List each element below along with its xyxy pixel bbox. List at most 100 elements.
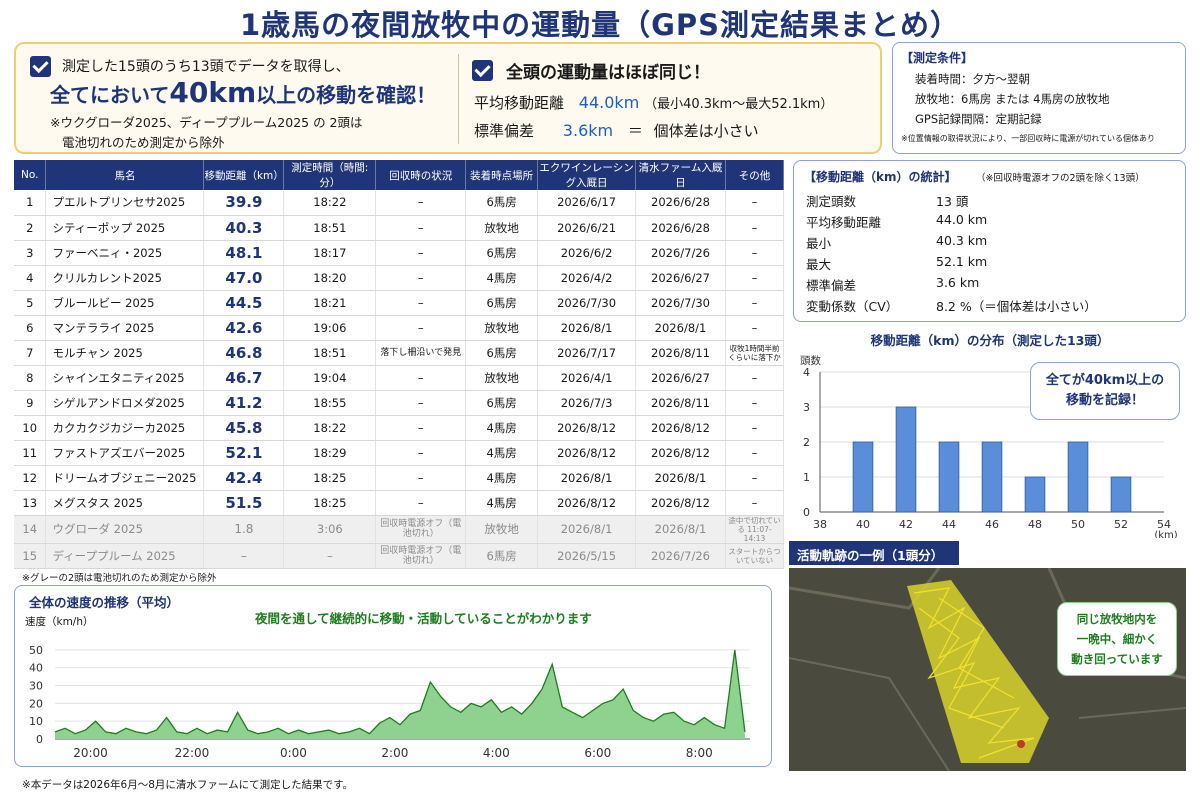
table-cell: 2026/7/3 bbox=[537, 390, 637, 416]
sd-note: 個体差は小さい bbox=[653, 122, 759, 140]
summary-line2: 全てにおいて40km以上の移動を確認！ bbox=[50, 76, 436, 109]
column-header: 移動距離（km） bbox=[203, 160, 285, 190]
summary-line1: 測定した15頭のうち13頭でデータを取得し、 bbox=[62, 59, 350, 75]
table-row: 4 クリルカレント2025 47.0 18:20–4馬房 2026/4/2 2026/6/… bbox=[14, 265, 785, 291]
table-cell: – bbox=[375, 415, 467, 441]
table-cell: 46.8 bbox=[203, 340, 285, 366]
table-cell: 途中で切れている 11:07-14:13 bbox=[725, 515, 785, 544]
histogram-bar bbox=[981, 441, 1003, 513]
table-cell: 5 bbox=[14, 290, 47, 316]
table-cell: 2026/8/12 bbox=[635, 415, 726, 441]
stats-label: 最大 bbox=[806, 257, 832, 272]
table-cell: 52.1 bbox=[203, 440, 285, 466]
x-tick-label: 22:00 bbox=[175, 746, 210, 760]
conditions-note: ※位置情報の取得状況により、一部回収時に電源が切れている個体あり bbox=[901, 134, 1155, 143]
column-header: 馬名 bbox=[45, 160, 205, 190]
table-cell: 2026/5/15 bbox=[537, 543, 637, 569]
table-cell: 2026/4/1 bbox=[537, 365, 637, 391]
table-cell: 2026/8/12 bbox=[635, 440, 726, 466]
x-tick-label: 0:00 bbox=[280, 746, 307, 760]
table-cell: – bbox=[375, 315, 467, 341]
table-row: 8 シャインエタニティ2025 46.7 19:04– 放牧地 2026/4/1 2026/… bbox=[14, 365, 785, 391]
table-row: 13 メグスタス 2025 51.5 18:25–4馬房 2026/8/12 2026/8… bbox=[14, 490, 785, 516]
table-cell: – bbox=[283, 543, 377, 569]
page-title: 1歳馬の夜間放牧中の運動量（GPS測定結果まとめ） bbox=[239, 8, 961, 42]
stats-value: 44.0 km bbox=[936, 212, 988, 227]
table-cell: 8 bbox=[14, 365, 47, 391]
footer-note: ※本データは2026年6月～8月に清水ファームにて測定した結果です。 bbox=[22, 779, 354, 791]
x-tick-label: 6:00 bbox=[584, 746, 611, 760]
summary-note2: 電池切れのため測定から除外 bbox=[62, 135, 225, 150]
y-tick-label: 3 bbox=[803, 401, 810, 414]
table-cell: 48.1 bbox=[203, 240, 285, 266]
summary-note1: ※ウクグローダ2025、ディーププルーム2025 の 2頭は bbox=[50, 115, 363, 130]
table-cell: ディーププルーム 2025 bbox=[45, 543, 205, 569]
table-cell: 4馬房 bbox=[465, 440, 539, 466]
table-row: 6 マンテラライ 2025 42.6 19:06– 放牧地 2026/8/1 2026/8/… bbox=[14, 315, 785, 341]
y-tick-label: 40 bbox=[29, 662, 43, 675]
table-cell: 18:22 bbox=[283, 415, 377, 441]
table-cell: 42.6 bbox=[203, 315, 285, 341]
stats-subtitle: （※回収時電源オフの2頭を除く13頭） bbox=[976, 173, 1145, 184]
x-tick-label: 40 bbox=[856, 518, 870, 531]
table-cell: 2026/8/1 bbox=[537, 465, 637, 491]
table-cell: シティーポップ 2025 bbox=[45, 215, 205, 241]
table-cell: 2026/8/12 bbox=[537, 490, 637, 516]
y-tick-label: 2 bbox=[803, 436, 810, 449]
x-tick-label: 52 bbox=[1114, 518, 1128, 531]
table-cell: – bbox=[725, 290, 785, 316]
table-cell: 18:25 bbox=[283, 465, 377, 491]
table-cell: 2026/7/17 bbox=[537, 340, 637, 366]
y-tick-label: 4 bbox=[803, 366, 810, 379]
table-cell: 2026/4/2 bbox=[537, 265, 637, 291]
sd-line: 標準偏差 3.6km ＝ 個体差は小さい bbox=[474, 120, 759, 141]
table-cell: 41.2 bbox=[203, 390, 285, 416]
table-row: 7 モルチャン 2025 46.8 18:51 落下し柵沿いで発見 6馬房 2026/7/1… bbox=[14, 340, 785, 366]
x-tick-label: 20:00 bbox=[73, 746, 108, 760]
table-cell: 18:51 bbox=[283, 215, 377, 241]
histogram-bubble: 全てが40km以上の 移動を記録！ bbox=[1030, 362, 1180, 420]
table-cell: 2026/8/11 bbox=[635, 340, 726, 366]
histogram-bar bbox=[852, 441, 874, 513]
speed-line bbox=[54, 649, 746, 735]
table-cell: – bbox=[725, 265, 785, 291]
table-cell: 2026/8/12 bbox=[537, 440, 637, 466]
table-cell: 2026/6/28 bbox=[635, 190, 726, 216]
table-cell: 2026/6/27 bbox=[635, 365, 726, 391]
avg-label: 平均移動距離 bbox=[474, 94, 565, 112]
x-tick-label: 42 bbox=[899, 518, 913, 531]
check-icon bbox=[30, 56, 51, 77]
table-cell: 13 bbox=[14, 490, 47, 516]
stats-value: 13 頭 bbox=[936, 194, 969, 209]
stats-label: 最小 bbox=[806, 236, 832, 251]
table-cell: 2026/8/1 bbox=[635, 515, 726, 544]
table-cell: – bbox=[203, 543, 285, 569]
table-cell: 4馬房 bbox=[465, 490, 539, 516]
speed-ylabel: 速度（km/h） bbox=[25, 616, 94, 628]
table-cell: 19:04 bbox=[283, 365, 377, 391]
conditions-line: GPS記録間隔：定期記録 bbox=[915, 112, 1042, 126]
histogram-bar bbox=[1024, 476, 1046, 513]
histogram-bar bbox=[938, 441, 960, 513]
column-header: 測定時間（時間:分） bbox=[283, 160, 377, 190]
table-row: 3 ファーベニィ・2025 48.1 18:17–6馬房 2026/6/2 2026/7/… bbox=[14, 240, 785, 266]
table-cell: 2 bbox=[14, 215, 47, 241]
x-tick-label: 38 bbox=[813, 518, 827, 531]
histogram-bar bbox=[1067, 441, 1089, 513]
column-header: 装着時点場所 bbox=[465, 160, 539, 190]
conditions-box: 【測定条件】 装着時間：夕方～翌朝 放牧地：6馬房 または 4馬房の放牧地 GP… bbox=[892, 42, 1186, 154]
speed-bubble: 夜間を通して継続的に移動・活動していることがわかります bbox=[255, 611, 592, 626]
table-cell: 46.7 bbox=[203, 365, 285, 391]
table-cell: 6馬房 bbox=[465, 340, 539, 366]
summary-line2-big: 40km bbox=[169, 76, 257, 109]
table-cell: – bbox=[375, 365, 467, 391]
table-cell: 2026/7/30 bbox=[537, 290, 637, 316]
table-cell: 6馬房 bbox=[465, 290, 539, 316]
table-cell: プエルトプリンセサ2025 bbox=[45, 190, 205, 216]
table-cell: シャインエタニティ2025 bbox=[45, 365, 205, 391]
histogram-bar bbox=[895, 406, 917, 513]
table-row: 11 ファストアズエバー2025 52.1 18:29–4馬房 2026/8/12 202… bbox=[14, 440, 785, 466]
table-cell: 3 bbox=[14, 240, 47, 266]
track-image bbox=[789, 568, 1186, 771]
table-cell: 3:06 bbox=[283, 515, 377, 544]
